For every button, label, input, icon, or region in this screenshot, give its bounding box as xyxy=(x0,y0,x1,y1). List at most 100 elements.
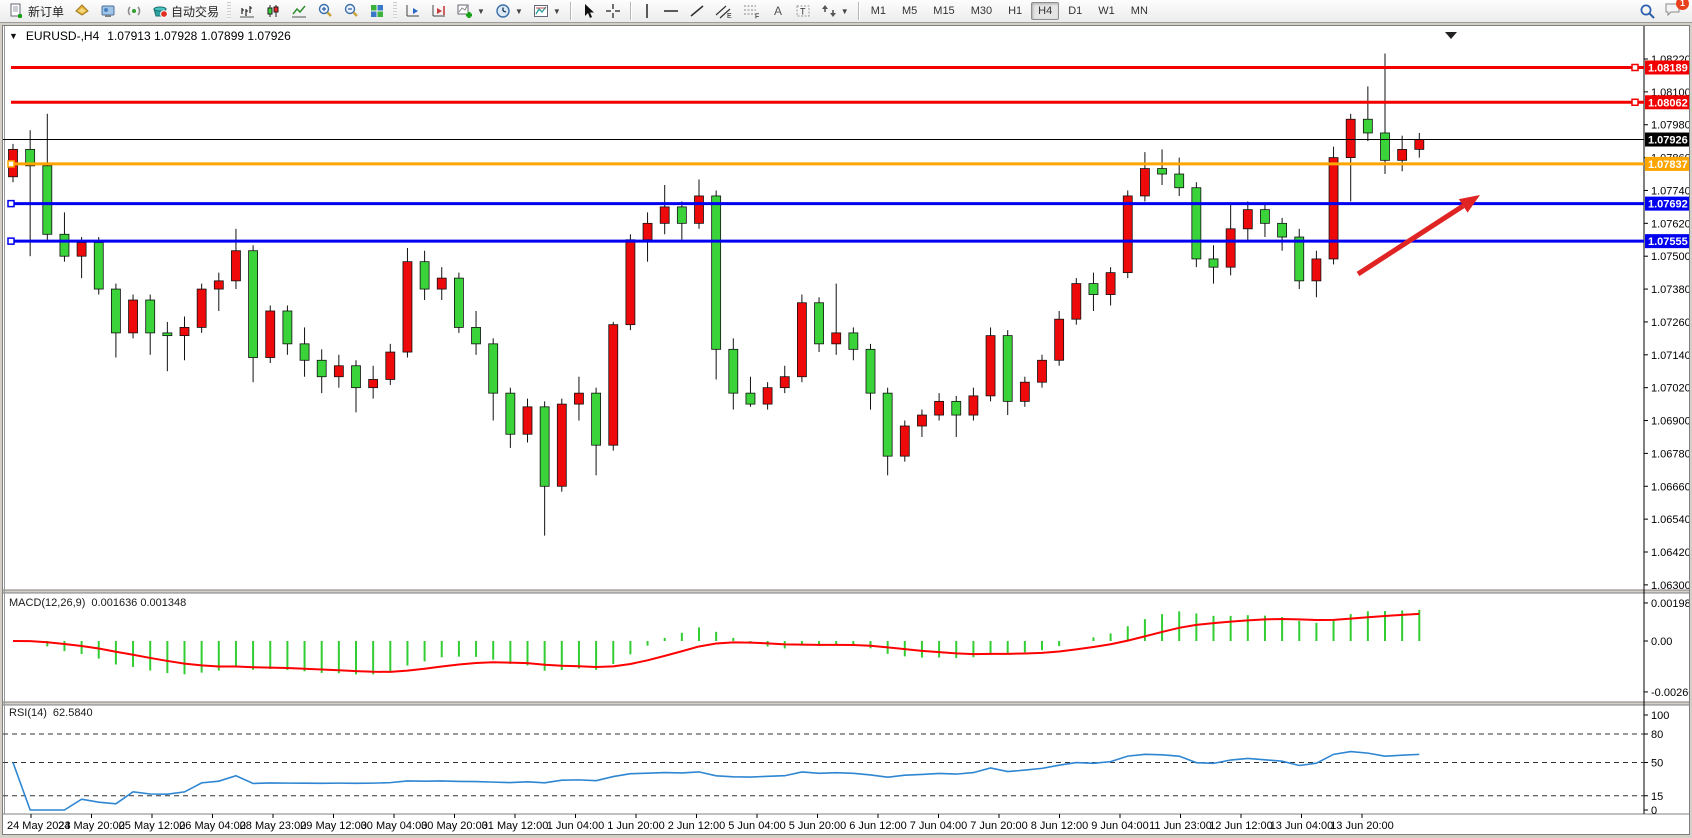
arrows-button[interactable]: ▼ xyxy=(816,0,854,22)
add-indicator-icon xyxy=(457,4,473,18)
timeframe-button-M15[interactable]: M15 xyxy=(933,5,955,17)
time-axis-label: 29 May 12:00 xyxy=(300,820,367,832)
bar-chart-button[interactable] xyxy=(234,0,260,22)
auto-scroll-button[interactable] xyxy=(400,0,426,22)
crosshair-button[interactable] xyxy=(600,0,626,22)
svg-text:F: F xyxy=(755,14,759,20)
arrows-caret-icon: ▼ xyxy=(840,6,849,16)
rsi-header: RSI(14) 62.5840 xyxy=(9,707,93,719)
timeframe-button-M1[interactable]: M1 xyxy=(870,5,886,17)
toolbar-right: 1 xyxy=(1639,0,1692,22)
timeframe-button-H4[interactable]: H4 xyxy=(1031,2,1060,20)
price-tick-label: 1.07980 xyxy=(1651,120,1689,132)
templates-icon xyxy=(533,5,548,17)
autotrading-button[interactable]: 自动交易 xyxy=(147,0,224,22)
chart-symbol-period: EURUSD-,H4 xyxy=(25,29,100,43)
scroll-marker-icon xyxy=(1445,32,1457,39)
collapse-triangle-icon[interactable]: ▼ xyxy=(9,31,18,41)
chart-window[interactable]: ▼ EURUSD-,H4 1.07913 1.07928 1.07899 1.0… xyxy=(2,25,1690,835)
rsi-value: 62.5840 xyxy=(52,707,93,719)
price-tick-label: 1.07740 xyxy=(1651,185,1689,197)
toolbar-separator xyxy=(569,2,572,20)
profile-button[interactable] xyxy=(95,0,121,22)
time-axis-label: 5 Jun 04:00 xyxy=(728,820,786,832)
market-button[interactable] xyxy=(69,0,95,22)
price-badge: 1.07555 xyxy=(1648,236,1688,248)
price-tick-label: 1.07140 xyxy=(1651,350,1689,362)
zoom-out-icon xyxy=(344,3,358,17)
time-axis-label: 30 May 04:00 xyxy=(361,820,428,832)
new-order-icon xyxy=(10,3,22,18)
time-axis-label: 5 Jun 20:00 xyxy=(789,820,847,832)
notification-badge: 1 xyxy=(1676,0,1689,10)
horizontal-line-button[interactable] xyxy=(658,0,684,22)
price-tick-label: 1.06420 xyxy=(1651,547,1689,559)
chart-shift-button[interactable] xyxy=(426,0,452,22)
fibonacci-icon: F xyxy=(743,5,759,20)
time-axis-label: 2 Jun 12:00 xyxy=(668,820,726,832)
equidistant-channel-button[interactable]: E xyxy=(710,0,738,22)
tile-windows-icon xyxy=(371,5,384,17)
svg-text:T: T xyxy=(800,7,806,17)
time-axis-label: 24 May 20:00 xyxy=(58,820,125,832)
rsi-axis-label: 50 xyxy=(1651,758,1663,770)
text-button[interactable]: A xyxy=(766,0,790,22)
price-tick-label: 1.07500 xyxy=(1651,251,1689,263)
zoom-out-button[interactable] xyxy=(338,0,364,22)
price-tick-label: 1.06540 xyxy=(1651,514,1689,526)
trendline-icon xyxy=(690,5,704,17)
indicators-caret-icon: ▼ xyxy=(477,6,485,16)
new-order-label: 新订单 xyxy=(28,4,65,19)
text-label-button[interactable]: T xyxy=(790,0,816,22)
search-icon[interactable] xyxy=(1639,3,1656,20)
periods-button[interactable]: ▼ xyxy=(490,0,528,22)
line-chart-button[interactable] xyxy=(286,0,312,22)
signals-button[interactable] xyxy=(121,0,147,22)
macd-axis-label: 0.001986 xyxy=(1651,598,1689,610)
zoom-in-button[interactable] xyxy=(312,0,338,22)
candlestick-chart-button[interactable] xyxy=(260,0,286,22)
macd-axis-label: -0.00266 xyxy=(1651,687,1689,699)
rsi-axis-label: 0 xyxy=(1651,805,1657,817)
templates-button[interactable]: ▼ xyxy=(528,0,566,22)
new-order-button[interactable]: 新订单 xyxy=(4,0,69,22)
auto-scroll-icon xyxy=(406,5,420,17)
toolbar-separator xyxy=(629,2,632,20)
time-axis-label: 6 Jun 12:00 xyxy=(849,820,907,832)
price-tick-label: 1.06660 xyxy=(1651,481,1689,493)
timeframe-button-H1[interactable]: H1 xyxy=(1008,5,1023,17)
trendline-button[interactable] xyxy=(684,0,710,22)
chart-shift-icon xyxy=(432,5,446,17)
indicators-button[interactable]: ▼ xyxy=(452,0,490,22)
macd-name: MACD(12,26,9) xyxy=(9,597,86,609)
time-axis-label: 13 Jun 20:00 xyxy=(1330,820,1394,832)
cursor-button[interactable] xyxy=(576,0,600,22)
chart-ohlc-values: 1.07913 1.07928 1.07899 1.07926 xyxy=(107,29,291,43)
chart-title: ▼ EURUSD-,H4 1.07913 1.07928 1.07899 1.0… xyxy=(9,29,291,43)
fibonacci-button[interactable]: F xyxy=(738,0,766,22)
arrows-icon xyxy=(821,5,836,17)
text-icon: A xyxy=(774,4,782,18)
price-badge: 1.08062 xyxy=(1648,97,1688,109)
price-badge: 1.07926 xyxy=(1648,135,1688,147)
time-axis-label: 7 Jun 04:00 xyxy=(910,820,968,832)
rsi-axis-label: 15 xyxy=(1651,791,1663,803)
toolbar-grip xyxy=(393,2,398,20)
vertical-line-button[interactable] xyxy=(636,0,658,22)
zoom-in-icon xyxy=(318,3,332,17)
market-icon xyxy=(75,4,89,16)
timeframe-button-M30[interactable]: M30 xyxy=(970,5,993,17)
time-axis-label: 30 May 20:00 xyxy=(421,820,488,832)
timeframe-button-M5[interactable]: M5 xyxy=(902,5,918,17)
autotrading-label: 自动交易 xyxy=(171,4,220,19)
crosshair-icon xyxy=(605,4,620,18)
timeframe-button-D1[interactable]: D1 xyxy=(1068,5,1083,17)
time-axis-label: 28 May 23:00 xyxy=(240,820,307,832)
tile-windows-button[interactable] xyxy=(364,0,390,22)
timeframe-button-W1[interactable]: W1 xyxy=(1098,5,1115,17)
price-tick-label: 1.07380 xyxy=(1651,284,1689,296)
chart-canvas[interactable]: 1.082201.081001.079801.078601.077401.076… xyxy=(3,26,1689,834)
timeframe-button-MN[interactable]: MN xyxy=(1130,5,1148,17)
bar-chart-icon xyxy=(240,6,255,18)
notifications-button[interactable]: 1 xyxy=(1664,0,1689,22)
